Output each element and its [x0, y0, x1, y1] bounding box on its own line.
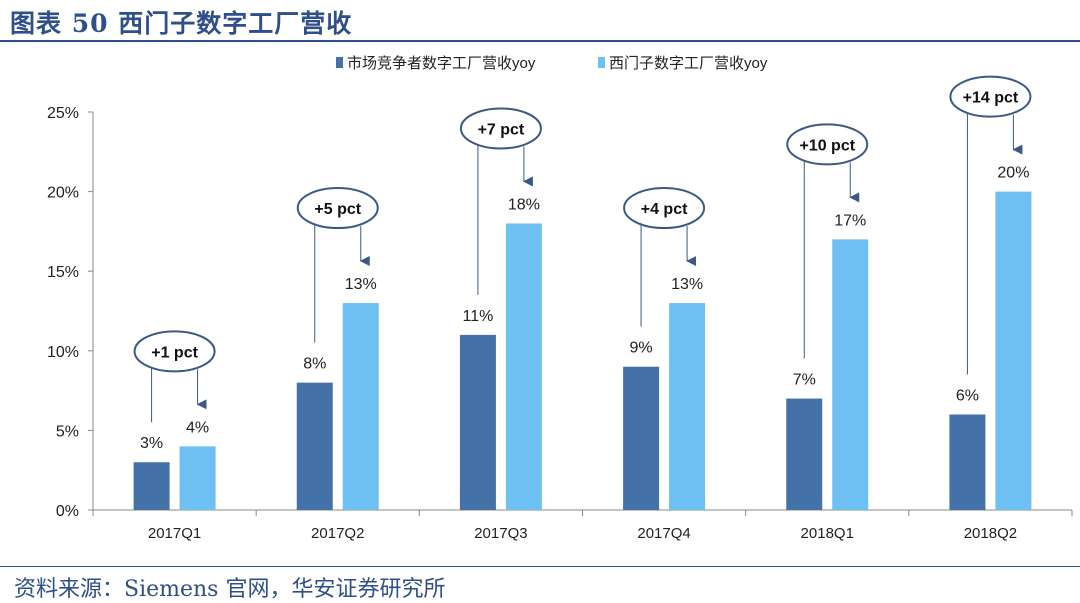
data-label: 8% — [303, 356, 326, 373]
bar-siemens — [995, 191, 1032, 510]
bar-siemens — [669, 303, 706, 510]
legend-swatch-competitor — [336, 57, 343, 68]
legend-swatch-siemens — [598, 57, 605, 68]
bar-siemens — [342, 303, 379, 510]
data-label: 7% — [793, 372, 816, 389]
x-tick-label: 2018Q1 — [801, 525, 854, 542]
x-tick-label: 2018Q2 — [964, 525, 1017, 542]
legend-label-competitor: 市场竞争者数字工厂营收yoy — [347, 54, 536, 72]
chart-title: 图表 50 西门子数字工厂营收 — [10, 9, 353, 38]
bar-competitor — [133, 462, 170, 510]
bar-siemens — [505, 223, 542, 510]
x-tick-label: 2017Q1 — [148, 525, 201, 542]
legend-label-siemens: 西门子数字工厂营收yoy — [609, 55, 768, 72]
source-note: 资料来源：Siemens 官网，华安证券研究所 — [14, 577, 446, 602]
annotation-label: +5 pct — [314, 201, 361, 218]
data-label: 11% — [462, 308, 493, 325]
annotation-bubble — [459, 107, 542, 150]
annotation-bubble — [296, 187, 379, 230]
x-tick-label: 2017Q2 — [311, 525, 364, 542]
data-label: 20% — [997, 165, 1029, 182]
data-label: 9% — [630, 340, 653, 357]
data-label: 6% — [956, 387, 979, 404]
annotation-bubble — [949, 75, 1032, 118]
bar-siemens — [832, 239, 869, 511]
y-tick-label: 5% — [56, 423, 79, 440]
title-divider — [0, 40, 1080, 42]
x-tick-label: 2017Q4 — [637, 525, 690, 542]
footer-divider — [0, 566, 1080, 567]
bar-chart: 0% 5% 10% 15% 20% 25% 2017Q1 3% 4% 2017Q2 8% 13% 201… — [47, 54, 1073, 542]
data-label: 18% — [508, 196, 540, 213]
data-label: 17% — [834, 212, 866, 229]
bar-siemens — [179, 446, 216, 510]
annotation-bubble — [623, 187, 706, 230]
annotation-label: +14 pct — [963, 90, 1019, 107]
annotation-label: +7 pct — [478, 121, 525, 138]
data-label: 4% — [186, 419, 209, 436]
bar-competitor — [623, 366, 660, 510]
annotation-bubble — [786, 123, 869, 166]
bar-competitor — [786, 398, 823, 510]
bar-competitor — [296, 382, 333, 510]
y-tick-label: 20% — [47, 185, 79, 202]
y-tick-label: 25% — [47, 105, 79, 122]
bar-competitor — [949, 414, 986, 510]
annotation-label: +10 pct — [799, 137, 855, 154]
data-label: 13% — [671, 276, 703, 293]
y-tick-label: 15% — [47, 264, 79, 281]
annotation-bubble — [133, 330, 216, 373]
annotation-label: +1 pct — [151, 344, 198, 361]
x-tick-label: 2017Q3 — [474, 525, 527, 542]
data-label: 3% — [140, 435, 163, 452]
data-label: 13% — [345, 276, 377, 293]
annotation-label: +4 pct — [641, 201, 688, 218]
y-tick-label: 10% — [47, 344, 79, 361]
y-tick-label: 0% — [56, 503, 79, 520]
bar-competitor — [459, 334, 496, 510]
